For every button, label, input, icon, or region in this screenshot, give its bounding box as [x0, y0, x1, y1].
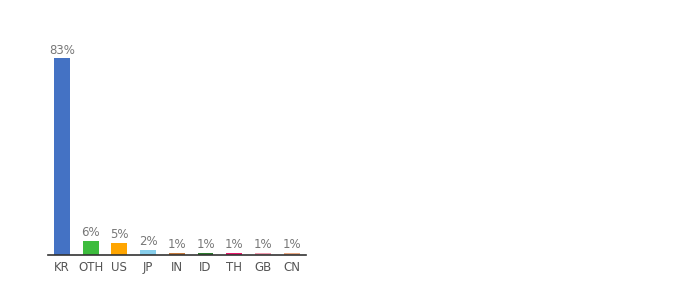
Bar — [169, 253, 185, 255]
Bar — [140, 250, 156, 255]
Bar — [284, 253, 299, 255]
Bar — [54, 58, 70, 255]
Bar — [83, 241, 99, 255]
Text: 5%: 5% — [110, 228, 129, 241]
Text: 1%: 1% — [254, 238, 272, 251]
Text: 1%: 1% — [197, 238, 215, 251]
Text: 83%: 83% — [49, 44, 75, 56]
Bar — [112, 243, 127, 255]
Text: 1%: 1% — [225, 238, 243, 251]
Bar — [255, 253, 271, 255]
Text: 1%: 1% — [282, 238, 301, 251]
Bar — [226, 253, 242, 255]
Bar — [198, 253, 214, 255]
Text: 1%: 1% — [167, 238, 186, 251]
Text: 6%: 6% — [82, 226, 100, 239]
Text: 2%: 2% — [139, 236, 157, 248]
